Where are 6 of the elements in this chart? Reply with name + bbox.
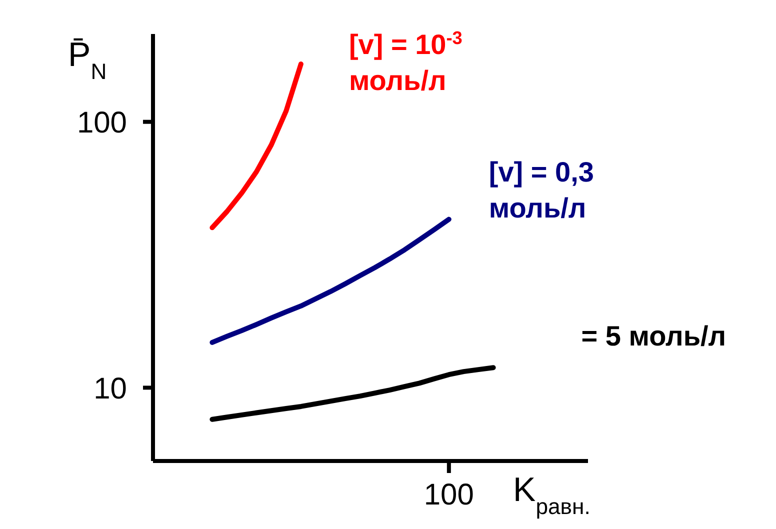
y-tick-label: 10 bbox=[94, 372, 127, 406]
series-label: [v] = 0,3 моль/л bbox=[488, 156, 594, 224]
x-axis-title: K$_{равн.}$ bbox=[513, 471, 590, 518]
y-axis-title: P̄$_{N}$ bbox=[68, 36, 107, 84]
text: = 5 моль/л bbox=[581, 320, 726, 352]
series-label: [v] = 10$^{-3}$ моль/л bbox=[348, 28, 462, 96]
